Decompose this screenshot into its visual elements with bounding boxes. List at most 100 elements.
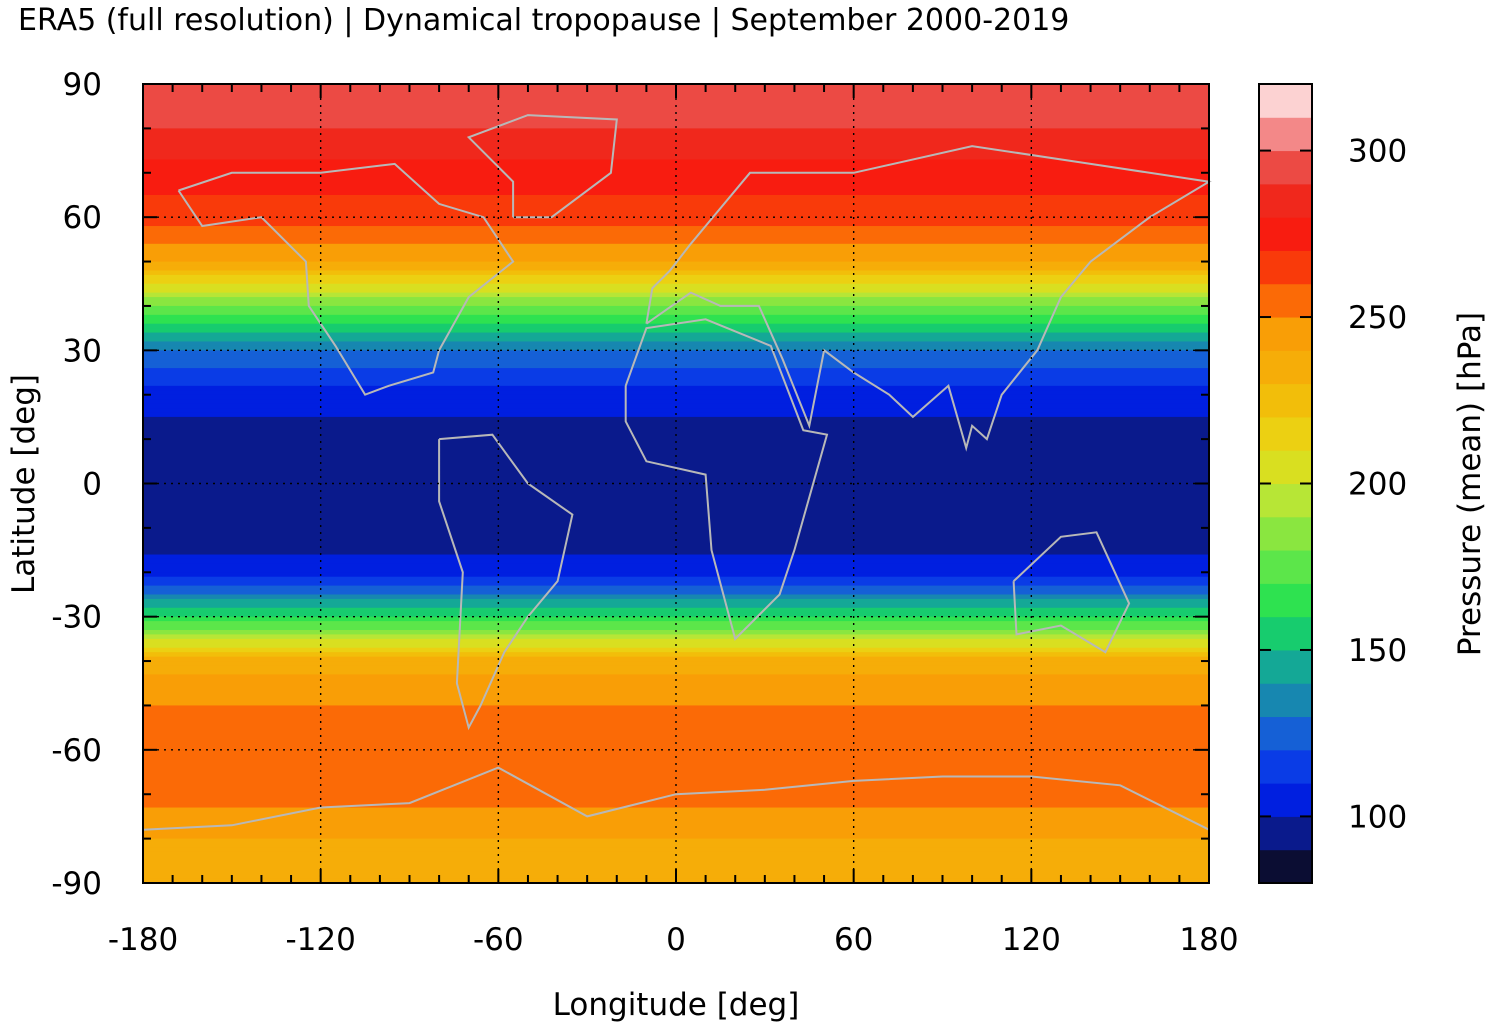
y-tick-label: -30 <box>51 600 102 636</box>
pressure-band <box>143 527 1209 533</box>
pressure-band <box>143 399 1209 405</box>
pressure-band <box>143 297 1209 303</box>
coastlines <box>142 114 1212 831</box>
colorbar-swatch <box>1259 483 1312 518</box>
pressure-band <box>143 288 1209 294</box>
colorbar-tick-label: 150 <box>1348 633 1407 669</box>
coastline-path <box>1012 531 1131 654</box>
pressure-band <box>143 763 1209 769</box>
pressure-band <box>143 443 1209 449</box>
pressure-band <box>143 665 1209 671</box>
pressure-band <box>143 274 1209 280</box>
y-tick-label: 0 <box>82 467 102 503</box>
grid-lines <box>143 84 1209 883</box>
pressure-band <box>143 394 1209 400</box>
pressure-band <box>143 234 1209 240</box>
coastline-path <box>624 318 829 641</box>
pressure-band <box>143 332 1209 338</box>
pressure-band <box>143 567 1209 573</box>
pressure-band <box>143 674 1209 680</box>
pressure-band <box>143 709 1209 715</box>
pressure-band <box>143 310 1209 316</box>
colorbar-swatch <box>1259 849 1312 884</box>
pressure-band <box>143 834 1209 840</box>
colorbar-swatch <box>1259 450 1312 484</box>
pressure-band <box>143 492 1209 498</box>
pressure-band <box>143 270 1209 276</box>
pressure-band <box>143 794 1209 800</box>
x-tick-label: 120 <box>1002 922 1061 958</box>
pressure-band <box>143 749 1209 755</box>
pressure-band <box>143 820 1209 826</box>
pressure-band <box>143 265 1209 272</box>
pressure-band <box>143 359 1209 365</box>
colorbar-swatch <box>1259 749 1312 784</box>
pressure-band <box>143 603 1209 609</box>
pressure-band <box>143 843 1209 849</box>
y-tick-label: 30 <box>63 333 102 369</box>
pressure-band <box>143 590 1209 596</box>
pressure-band <box>143 780 1209 786</box>
y-tick-label: -90 <box>51 866 102 902</box>
colorbar-swatch <box>1259 816 1312 851</box>
coastline-path <box>177 162 515 396</box>
pressure-band <box>143 212 1209 218</box>
colorbar: 100 150 200 250 300 <box>1258 83 1407 884</box>
pressure-band <box>143 483 1209 489</box>
plot-area: -180 -120 -60 0 60 120 180 90 60 30 0 -30 -60 -90 <box>51 67 1238 958</box>
pressure-band <box>143 519 1209 525</box>
pressure-band <box>143 141 1209 147</box>
pressure-band <box>143 745 1209 751</box>
pressure-band <box>143 283 1209 289</box>
pressure-band <box>143 541 1209 547</box>
pressure-band <box>143 616 1209 622</box>
pressure-band <box>143 576 1209 582</box>
pressure-band <box>143 226 1209 232</box>
pressure-band <box>143 314 1209 320</box>
pressure-band <box>143 106 1209 112</box>
pressure-band <box>143 581 1209 587</box>
coastline-path <box>438 433 574 731</box>
pressure-band <box>143 368 1209 374</box>
colorbar-swatch <box>1259 150 1312 185</box>
colorbar-swatch <box>1259 350 1312 385</box>
pressure-band <box>143 181 1209 187</box>
colorbar-swatch <box>1259 616 1312 651</box>
pressure-band <box>143 683 1209 689</box>
pressure-band <box>143 119 1209 125</box>
pressure-band <box>143 217 1209 223</box>
pressure-band <box>143 155 1209 161</box>
pressure-band <box>143 168 1209 174</box>
pressure-band <box>143 696 1209 702</box>
pressure-band <box>143 625 1209 631</box>
pressure-band <box>143 115 1209 121</box>
pressure-band <box>143 456 1209 462</box>
pressure-band <box>143 545 1209 551</box>
colorbar-tick-label: 250 <box>1348 300 1407 336</box>
pressure-band <box>143 714 1209 720</box>
colorbar-label: Pressure (mean) [hPa] <box>1452 312 1488 656</box>
pressure-band <box>143 345 1209 351</box>
y-tick-label: 90 <box>63 67 102 103</box>
colorbar-swatch <box>1259 117 1312 152</box>
pressure-band <box>143 337 1209 343</box>
pressure-band <box>143 132 1209 138</box>
pressure-band <box>143 430 1209 436</box>
x-tick-label: 60 <box>834 922 873 958</box>
pressure-band <box>143 470 1209 476</box>
pressure-band <box>143 532 1209 538</box>
pressure-band <box>143 203 1209 209</box>
x-axis-label: Longitude [deg] <box>553 987 800 1023</box>
pressure-band <box>143 137 1209 143</box>
pressure-band <box>143 647 1209 653</box>
pressure-band <box>143 434 1209 440</box>
coastline-path <box>645 145 1212 452</box>
colorbar-swatch <box>1259 250 1312 285</box>
pressure-band <box>143 381 1209 387</box>
pressure-band <box>143 447 1209 454</box>
pressure-band <box>143 452 1209 458</box>
colorbar-swatch <box>1259 783 1312 817</box>
pressure-band <box>143 479 1209 485</box>
